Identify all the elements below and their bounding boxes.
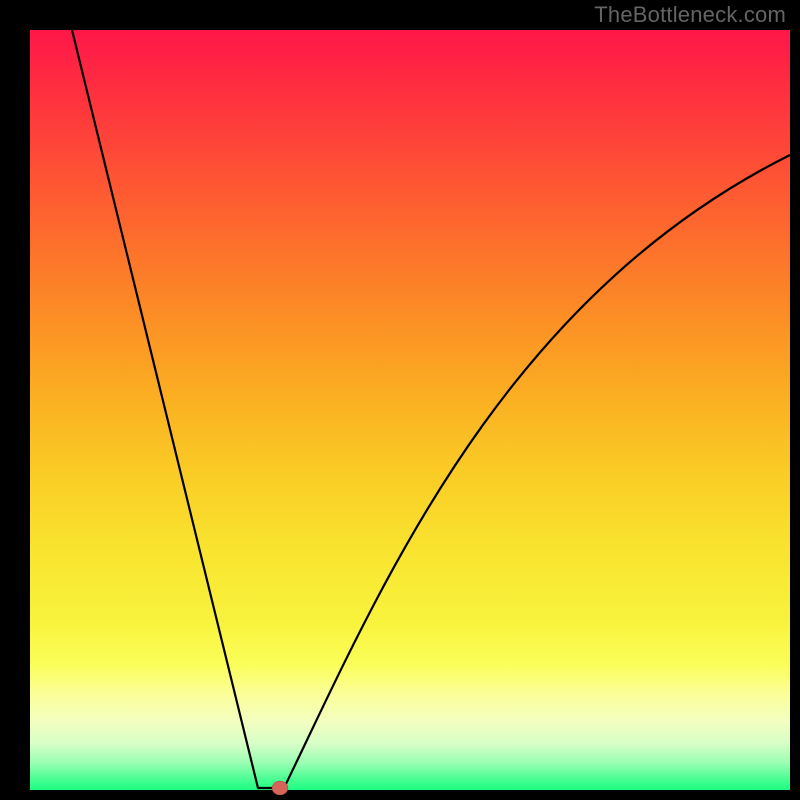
- curve-marker: [272, 781, 288, 795]
- plot-background: [30, 30, 790, 790]
- watermark-text: TheBottleneck.com: [594, 2, 786, 28]
